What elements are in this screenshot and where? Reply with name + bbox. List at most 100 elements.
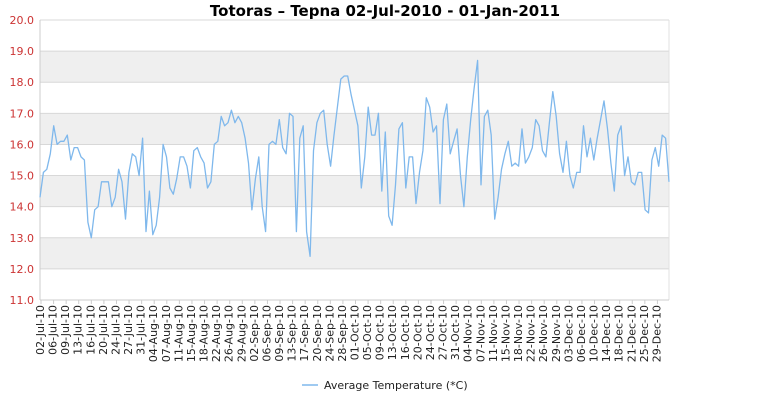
data-point — [573, 187, 574, 188]
y-tick-label: 11.0 — [10, 294, 35, 307]
data-point — [508, 141, 509, 142]
data-point — [532, 147, 533, 148]
data-point — [197, 147, 198, 148]
x-tick-label: 04-Nov-10 — [462, 305, 475, 362]
x-axis-tick-labels: 02-Jul-10 06-Jul-10 09-Jul-10 13-Jul-10 16-J… — [34, 300, 663, 362]
data-point — [142, 138, 143, 139]
x-tick-label: 31-Oct-10 — [449, 305, 462, 360]
data-point — [265, 231, 266, 232]
data-point — [463, 206, 464, 207]
data-point — [303, 125, 304, 126]
data-point — [104, 181, 105, 182]
x-tick-label: 17-Sep-10 — [298, 305, 311, 362]
data-point — [98, 206, 99, 207]
data-point — [443, 119, 444, 120]
x-tick-label: 09-Oct-10 — [374, 305, 387, 360]
x-tick-label: 24-Sep-10 — [323, 305, 336, 362]
data-point — [115, 197, 116, 198]
x-tick-label: 01-Oct-10 — [349, 305, 362, 360]
data-point — [60, 141, 61, 142]
data-point — [668, 181, 669, 182]
data-point — [74, 147, 75, 148]
data-point — [77, 147, 78, 148]
data-point — [87, 222, 88, 223]
data-point — [323, 110, 324, 111]
x-tick-label: 22-Nov-10 — [525, 305, 538, 362]
x-tick-label: 15-Aug-10 — [185, 305, 198, 362]
data-point — [70, 159, 71, 160]
data-point — [436, 125, 437, 126]
data-point — [186, 166, 187, 167]
data-point — [207, 187, 208, 188]
x-tick-label: 29-Aug-10 — [235, 305, 248, 362]
y-tick-label: 12.0 — [10, 263, 35, 276]
data-point — [333, 135, 334, 136]
data-point — [39, 197, 40, 198]
data-point — [200, 156, 201, 157]
data-point — [163, 144, 164, 145]
data-point — [368, 107, 369, 108]
data-point — [385, 131, 386, 132]
data-point — [221, 116, 222, 117]
chart-title: Totoras – Tepna 02-Jul-2010 - 01-Jan-201… — [210, 2, 560, 20]
x-tick-label: 28-Sep-10 — [336, 305, 349, 362]
data-point — [521, 128, 522, 129]
data-point — [145, 231, 146, 232]
x-tick-label: 15-Nov-10 — [499, 305, 512, 362]
data-point — [306, 231, 307, 232]
x-tick-label: 03-Dec-10 — [562, 305, 575, 362]
data-point — [224, 125, 225, 126]
x-tick-label: 20-Oct-10 — [411, 305, 424, 360]
data-point — [556, 116, 557, 117]
data-point — [231, 110, 232, 111]
data-point — [586, 156, 587, 157]
data-point — [91, 237, 92, 238]
data-point — [128, 172, 129, 173]
data-point — [53, 125, 54, 126]
data-point — [50, 153, 51, 154]
data-point — [80, 156, 81, 157]
x-tick-label: 18-Aug-10 — [198, 305, 211, 362]
x-tick-label: 18-Dec-10 — [613, 305, 626, 362]
data-point — [354, 110, 355, 111]
data-point — [152, 234, 153, 235]
x-tick-label: 14-Dec-10 — [600, 305, 613, 362]
data-point — [439, 203, 440, 204]
data-point — [67, 135, 68, 136]
data-point — [84, 159, 85, 160]
data-point — [419, 172, 420, 173]
data-point — [238, 116, 239, 117]
data-point — [511, 166, 512, 167]
data-point — [545, 156, 546, 157]
data-point — [210, 181, 211, 182]
data-point — [135, 156, 136, 157]
data-point — [422, 150, 423, 151]
data-point — [132, 153, 133, 154]
data-point — [227, 122, 228, 123]
data-point — [272, 141, 273, 142]
data-point — [313, 150, 314, 151]
x-tick-label: 02-Jul-10 — [34, 305, 47, 355]
x-tick-label: 11-Aug-10 — [172, 305, 185, 362]
x-tick-label: 06-Dec-10 — [575, 305, 588, 362]
data-point — [504, 153, 505, 154]
data-point — [159, 197, 160, 198]
data-point — [258, 156, 259, 157]
data-point — [310, 256, 311, 257]
data-point — [286, 153, 287, 154]
data-point — [214, 144, 215, 145]
data-point — [268, 144, 269, 145]
data-point — [125, 219, 126, 220]
data-point — [648, 212, 649, 213]
data-point — [409, 156, 410, 157]
data-point — [347, 75, 348, 76]
x-tick-label: 04-Aug-10 — [147, 305, 160, 362]
data-point — [453, 141, 454, 142]
data-point — [156, 225, 157, 226]
series-line — [39, 59, 670, 258]
data-point — [101, 181, 102, 182]
data-point — [180, 156, 181, 157]
data-point — [559, 153, 560, 154]
data-point — [665, 138, 666, 139]
